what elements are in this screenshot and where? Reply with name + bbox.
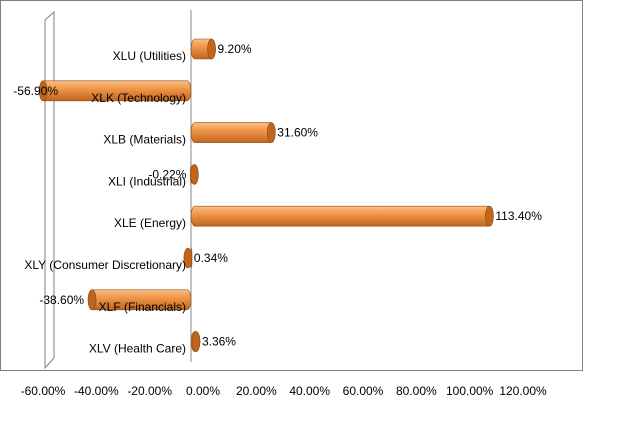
x-tick-label: -60.00%: [21, 384, 66, 398]
x-tick-label: 40.00%: [289, 384, 330, 398]
bar-2: [190, 122, 276, 143]
bar-end-cap: [87, 289, 97, 311]
x-tick-label: 80.00%: [396, 384, 437, 398]
data-label: 113.40%: [495, 209, 542, 223]
bar-1: [38, 80, 192, 102]
chart-border: [0, 0, 583, 371]
data-label: -0.22%: [148, 167, 186, 181]
plot-back-wall: [44, 10, 55, 370]
category-label: XLE (Energy): [114, 216, 186, 230]
bar-0: [190, 38, 216, 60]
x-tick-label: 60.00%: [343, 384, 384, 398]
data-label: 0.34%: [194, 251, 228, 265]
category-label: XLV (Health Care): [89, 342, 186, 356]
bar-6: [87, 289, 192, 311]
x-tick-label: 20.00%: [236, 384, 277, 398]
category-label: XLU (Utilities): [113, 49, 186, 63]
category-label: XLK (Technology): [91, 91, 186, 105]
data-label: 3.36%: [202, 335, 236, 349]
x-tick-label: -20.00%: [127, 384, 172, 398]
bar-end-cap: [38, 80, 48, 102]
x-axis-ticks-group: -60.00% -40.00% -20.00% 0.00% 20.00% 40.00% 60…: [21, 384, 547, 398]
category-label: XLF (Financials): [99, 300, 186, 314]
bars-group: [38, 10, 494, 362]
category-labels-group: XLU (Utilities) XLK (Technology) XLB (Mate…: [24, 49, 186, 356]
x-tick-label: 120.00%: [499, 384, 547, 398]
x-tick-label: -40.00%: [74, 384, 119, 398]
x-tick-label: 100.00%: [446, 384, 494, 398]
bar-5: [183, 247, 193, 269]
x-tick-label: 0.00%: [186, 384, 220, 398]
data-label: -56.90%: [13, 84, 58, 98]
bar-body: [190, 205, 494, 227]
data-label: 31.60%: [277, 126, 318, 140]
category-label: XLB (Materials): [103, 133, 186, 147]
category-label: XLY (Consumer Discretionary): [24, 258, 186, 272]
bar-end-cap: [190, 164, 199, 185]
bar-4: [190, 205, 494, 227]
bar-end-cap: [183, 247, 193, 269]
bar-end-cap: [485, 205, 494, 227]
bar-3: [190, 164, 199, 185]
bar-end-cap: [191, 331, 201, 352]
bar-end-cap: [266, 122, 276, 143]
data-label: -38.60%: [39, 293, 84, 307]
bar-body: [190, 122, 276, 143]
bar-7: [190, 331, 201, 352]
data-labels-group: 9.20% -56.90% 31.60% -0.22% 113.40% 0.34% -38.…: [13, 42, 542, 349]
bar-end-cap: [207, 38, 216, 60]
data-label: 9.20%: [218, 42, 252, 56]
category-label: XLI (Industrial): [108, 174, 186, 188]
